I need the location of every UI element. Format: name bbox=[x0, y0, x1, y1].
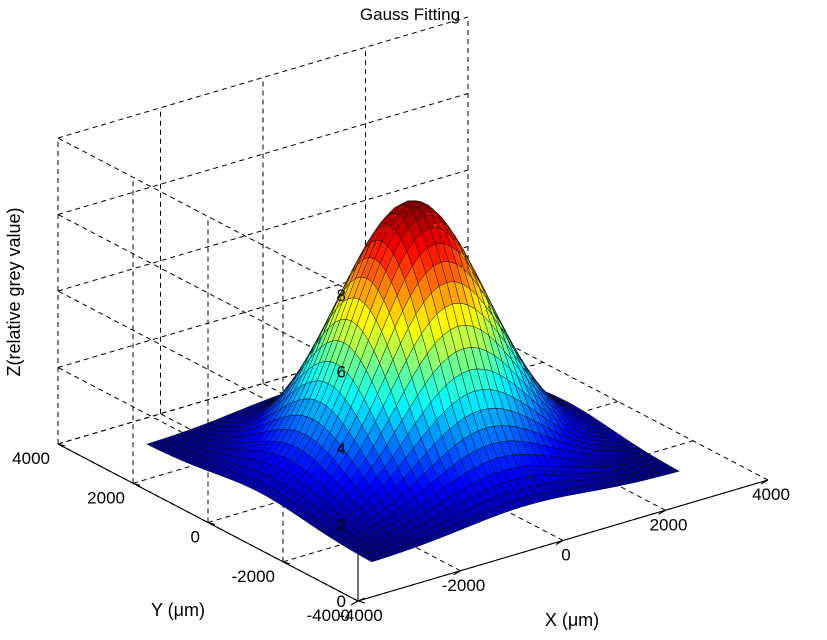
y-axis-label: Y (μm) bbox=[151, 600, 205, 620]
z-axis-label: Z(relative grey value) bbox=[4, 207, 24, 376]
x-tick-label: 2000 bbox=[650, 515, 688, 534]
y-tick-label: 0 bbox=[191, 528, 200, 547]
z-tick-label: 4 bbox=[337, 439, 346, 458]
y-tick-label: 2000 bbox=[87, 488, 125, 507]
z-tick-label: 6 bbox=[337, 363, 346, 382]
x-tick-label: -2000 bbox=[442, 576, 485, 595]
y-tick-label: 4000 bbox=[12, 449, 50, 468]
z-tick-label: 8 bbox=[337, 286, 346, 305]
y-tick-label: -2000 bbox=[232, 567, 275, 586]
x-tick-label: 0 bbox=[561, 546, 570, 565]
y-tick bbox=[358, 601, 365, 603]
x-tick-label: 4000 bbox=[752, 485, 790, 504]
z-tick-label: 0 bbox=[337, 592, 346, 611]
x-tick bbox=[351, 601, 358, 605]
z-tick-label: 2 bbox=[337, 516, 346, 535]
x-axis-label: X (μm) bbox=[545, 610, 599, 630]
chart-title: Gauss Fitting bbox=[360, 5, 460, 24]
surface-layer bbox=[147, 201, 680, 562]
